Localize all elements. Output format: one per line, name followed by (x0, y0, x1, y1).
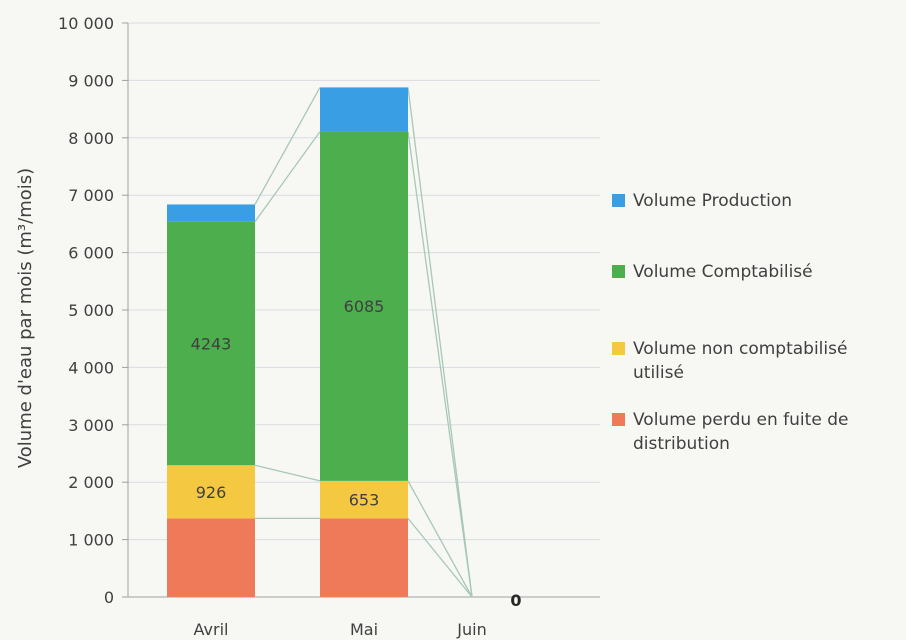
data-labels: 926 653 4243 6085 0 (191, 297, 522, 610)
bar-segment (320, 518, 408, 597)
category-label: Avril (194, 620, 229, 639)
y-tick-label: 4 000 (68, 358, 114, 377)
legend: Volume Production Volume Comptabilisé Volu… (612, 191, 848, 454)
bar-segment (167, 221, 255, 466)
legend-label: Volume non comptabilisé utilisé (633, 339, 847, 383)
y-tick-label: 2 000 (68, 473, 114, 492)
series-line (407, 517, 473, 598)
y-tick-label: 1 000 (68, 531, 114, 550)
series-connectors (254, 87, 473, 598)
category-label: Juin (456, 620, 486, 639)
legend-swatch (612, 265, 625, 278)
series-line (407, 131, 473, 598)
y-axis-label: Volume d'eau par mois (m³/mois) (15, 168, 36, 468)
bar-segment (167, 204, 255, 222)
bar-segment (167, 465, 255, 519)
data-label: 653 (349, 491, 380, 510)
x-axis-categories: Avril Mai Juin (194, 620, 487, 639)
zero-value-label: 0 (510, 591, 521, 610)
data-label: 4243 (191, 334, 232, 353)
series-line (407, 87, 473, 598)
legend-label: Volume Comptabilisé (633, 262, 813, 282)
series-line (254, 464, 321, 482)
y-tick-label: 3 000 (68, 416, 114, 435)
category-label: Mai (350, 620, 378, 639)
y-tick-label: 7 000 (68, 186, 114, 205)
legend-swatch (612, 194, 625, 207)
y-tick-label: 0 (104, 588, 114, 607)
y-axis: 0 1 000 2 000 3 000 4 000 5 000 6 000 7 000 8 00… (58, 14, 600, 607)
y-tick-label: 10 000 (58, 14, 114, 33)
data-label: 926 (196, 483, 227, 502)
legend-swatch (612, 342, 625, 355)
series-line (407, 480, 473, 598)
y-tick-label: 5 000 (68, 301, 114, 320)
legend-label: Volume Production (633, 191, 792, 211)
bar-segment (320, 131, 408, 481)
y-tick-label: 6 000 (68, 244, 114, 263)
bars (167, 87, 408, 597)
legend-label: Volume perdu en fuite de distribution (633, 410, 848, 454)
y-tick-label: 9 000 (68, 71, 114, 90)
bar-segment (167, 518, 255, 597)
bar-segment (320, 87, 408, 132)
data-label: 6085 (344, 297, 385, 316)
legend-swatch (612, 413, 625, 426)
y-tick-label: 8 000 (68, 129, 114, 148)
bar-segment (320, 480, 408, 519)
series-line (254, 87, 321, 205)
series-line (254, 131, 321, 223)
